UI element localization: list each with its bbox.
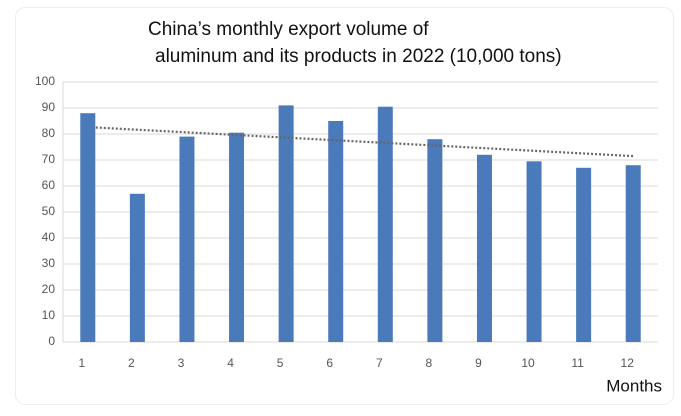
x-tick-label: 12 [621, 356, 635, 370]
y-tick-label: 40 [42, 230, 56, 244]
x-tick-label: 11 [571, 356, 584, 370]
x-axis-label: Months [606, 376, 662, 395]
y-tick-label: 70 [42, 152, 56, 166]
chart-title: China’s monthly export volume of [148, 19, 429, 40]
x-tick-label: 4 [227, 356, 234, 370]
x-tick-label: 2 [128, 356, 135, 370]
bar [427, 139, 443, 342]
y-tick-label: 60 [42, 178, 56, 192]
y-tick-label: 80 [42, 126, 56, 140]
x-tick-label: 5 [277, 356, 284, 370]
bar [278, 105, 294, 343]
bar [179, 136, 195, 342]
y-tick-label: 30 [42, 256, 56, 270]
x-tick-label: 1 [78, 356, 85, 370]
y-tick-label: 0 [48, 334, 55, 348]
x-tick-label: 9 [475, 356, 482, 370]
y-tick-label: 90 [42, 100, 56, 114]
card [15, 7, 674, 405]
bar [377, 106, 393, 342]
x-tick-label: 7 [376, 356, 383, 370]
bar [80, 113, 96, 342]
x-tick-label: 3 [178, 356, 185, 370]
y-tick-label: 100 [35, 74, 55, 88]
x-tick-label: 8 [426, 356, 433, 370]
bar [625, 165, 641, 342]
x-tick-label: 10 [521, 356, 535, 370]
bar [576, 167, 592, 342]
chart-title: aluminum and its products in 2022 (10,00… [155, 46, 562, 67]
bar [328, 121, 344, 342]
y-tick-label: 10 [42, 308, 56, 322]
bar [129, 193, 145, 342]
y-tick-label: 20 [42, 282, 56, 296]
bar [476, 154, 492, 342]
y-tick-label: 50 [42, 204, 56, 218]
bar [229, 132, 245, 342]
bar [526, 161, 542, 342]
x-tick-label: 6 [326, 356, 333, 370]
trendline [95, 126, 634, 158]
